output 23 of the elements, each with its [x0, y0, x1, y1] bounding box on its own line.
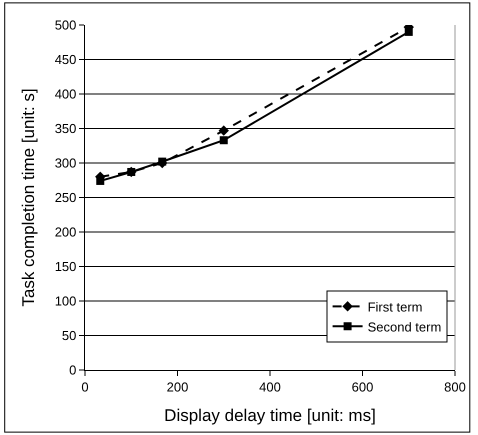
y-tick-label: 350: [54, 121, 76, 136]
point: [220, 136, 228, 144]
legend-label: First term: [368, 299, 422, 314]
y-tick-label: 150: [54, 259, 76, 274]
x-tick-label: 200: [166, 380, 188, 395]
y-tick-label: 0: [69, 362, 76, 378]
y-tick-label: 200: [54, 224, 76, 240]
x-tick-label: 400: [259, 380, 281, 395]
y-axis-title: Task completion time [unit: s]: [19, 88, 38, 307]
point: [157, 158, 168, 168]
legend-label: Second term: [368, 319, 442, 334]
point: [218, 125, 229, 136]
y-tick-label: 500: [54, 18, 76, 33]
y-tick-label: 400: [54, 86, 76, 102]
y-tick-label: 50: [62, 328, 76, 344]
x-axis-title: Display delay time [unit: ms]: [164, 406, 376, 425]
x-tick-label: 0: [81, 380, 89, 395]
y-tick-label: 450: [54, 52, 76, 68]
y-tick-label: 100: [54, 294, 76, 309]
y-tick-label: 300: [54, 156, 76, 171]
x-tick-label: 800: [444, 380, 466, 395]
y-tick-label: 250: [54, 190, 76, 206]
x-tick-label: 600: [352, 380, 374, 395]
